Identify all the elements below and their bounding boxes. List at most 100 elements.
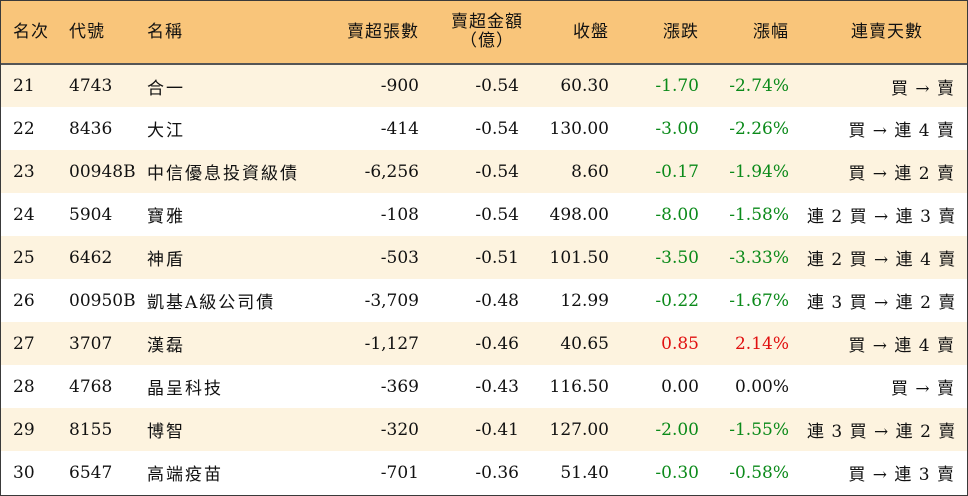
table-row[interactable]: 29 8155 博智 -320 -0.41 127.00 -2.00 -1.55% 連 3 買 … [1, 408, 967, 451]
cell-name: 神盾 [147, 250, 185, 270]
header-streak[interactable]: 連賣天數 [807, 1, 967, 65]
cell-code: 6547 [69, 462, 113, 483]
cell-rank: 24 [13, 204, 35, 225]
cell-close: 60.30 [560, 76, 609, 96]
cell-close: 101.50 [549, 247, 609, 268]
cell-pct: -2.26% [729, 118, 789, 139]
cell-sell-shares: -6,256 [364, 161, 419, 182]
cell-sell-shares: -3,709 [364, 290, 419, 311]
cell-name: 晶呈科技 [147, 379, 223, 399]
cell-name: 凱基A級公司債 [147, 293, 276, 313]
cell-code: 4768 [69, 376, 113, 397]
header-rank[interactable]: 名次 [1, 1, 61, 65]
table-row[interactable]: 23 00948B 中信優息投資級債 -6,256 -0.54 8.60 -0.17 -1.9… [1, 150, 967, 193]
cell-change: -3.50 [655, 247, 699, 268]
cell-code: 4743 [69, 76, 113, 96]
cell-streak: 買 → 連 4 賣 [848, 336, 955, 356]
cell-code: 5904 [69, 204, 113, 225]
cell-rank: 30 [13, 462, 35, 483]
cell-close: 12.99 [560, 290, 609, 311]
cell-change: -0.30 [655, 462, 699, 483]
cell-sell-shares: -503 [380, 247, 419, 268]
table-header: 名次 代號 名稱 賣超張數 賣超金額 （億） 收盤 漲跌 漲幅 連賣天數 [1, 1, 967, 65]
cell-sell-amount: -0.54 [475, 161, 519, 182]
cell-streak: 買 → 連 3 賣 [848, 465, 955, 485]
table-row[interactable]: 30 6547 高端疫苗 -701 -0.36 51.40 -0.30 -0.58% 買 → 連… [1, 451, 967, 494]
cell-name: 合一 [147, 78, 185, 99]
cell-rank: 25 [13, 247, 35, 268]
header-name[interactable]: 名稱 [147, 1, 329, 65]
header-sell-amount-title: 賣超金額 [451, 12, 523, 32]
cell-sell-amount: -0.54 [475, 204, 519, 225]
cell-close: 40.65 [560, 333, 609, 354]
table-row[interactable]: 21 4743 合一 -900 -0.54 60.30 -1.70 -2.74% 買 → 賣 [1, 64, 967, 107]
header-pct[interactable]: 漲幅 [717, 1, 807, 65]
cell-name: 高端疫苗 [147, 465, 223, 485]
cell-code: 6462 [69, 247, 113, 268]
cell-name: 中信優息投資級債 [147, 164, 299, 184]
cell-rank: 21 [13, 76, 35, 96]
cell-sell-shares: -369 [380, 376, 419, 397]
cell-change: -0.17 [655, 161, 699, 182]
table-row[interactable]: 22 8436 大江 -414 -0.54 130.00 -3.00 -2.26% 買 → 連 … [1, 107, 967, 150]
header-row: 名次 代號 名稱 賣超張數 賣超金額 （億） 收盤 漲跌 漲幅 連賣天數 [1, 1, 967, 65]
cell-change: -3.00 [655, 118, 699, 139]
cell-sell-shares: -108 [380, 204, 419, 225]
cell-close: 116.50 [549, 376, 609, 397]
cell-streak: 買 → 連 4 賣 [848, 121, 955, 141]
cell-pct: -1.58% [729, 204, 789, 225]
cell-sell-amount: -0.43 [475, 376, 519, 397]
table-row[interactable]: 28 4768 晶呈科技 -369 -0.43 116.50 0.00 0.00% 買 → 賣 [1, 365, 967, 408]
cell-sell-shares: -414 [380, 118, 419, 139]
cell-streak: 買 → 賣 [890, 78, 955, 99]
cell-streak: 連 3 買 → 連 2 賣 [807, 293, 957, 313]
cell-streak: 連 2 買 → 連 4 賣 [807, 250, 957, 270]
cell-sell-shares: -900 [380, 76, 419, 96]
table-row[interactable]: 25 6462 神盾 -503 -0.51 101.50 -3.50 -3.33% 連 2 買 … [1, 236, 967, 279]
cell-rank: 26 [13, 290, 35, 311]
table-row[interactable]: 27 3707 漢磊 -1,127 -0.46 40.65 0.85 2.14% 買 → 連 4… [1, 322, 967, 365]
cell-close: 127.00 [549, 419, 609, 440]
cell-close: 8.60 [571, 161, 609, 182]
cell-sell-amount: -0.36 [475, 462, 519, 483]
cell-code: 8436 [69, 118, 113, 139]
cell-close: 51.40 [560, 462, 609, 483]
cell-rank: 22 [13, 118, 35, 139]
header-sell-shares[interactable]: 賣超張數 [329, 1, 437, 65]
cell-pct: -0.58% [729, 462, 789, 483]
cell-rank: 27 [13, 333, 35, 354]
cell-pct: 0.00% [734, 376, 789, 397]
cell-sell-amount: -0.46 [475, 333, 519, 354]
cell-rank: 28 [13, 376, 35, 397]
cell-streak: 買 → 賣 [890, 379, 955, 399]
cell-code: 00948B [69, 161, 136, 182]
cell-sell-amount: -0.41 [475, 419, 519, 440]
table-row[interactable]: 24 5904 寶雅 -108 -0.54 498.00 -8.00 -1.58% 連 2 買 … [1, 193, 967, 236]
cell-name: 寶雅 [147, 207, 185, 227]
cell-pct: -1.94% [729, 161, 789, 182]
table-body: 21 4743 合一 -900 -0.54 60.30 -1.70 -2.74% 買 → 賣 2… [1, 64, 967, 494]
cell-streak: 連 2 買 → 連 3 賣 [807, 207, 957, 227]
cell-name: 博智 [147, 422, 185, 442]
header-close[interactable]: 收盤 [537, 1, 627, 65]
cell-pct: -3.33% [729, 247, 789, 268]
cell-rank: 23 [13, 161, 35, 182]
cell-code: 00950B [69, 290, 136, 311]
cell-streak: 連 3 買 → 連 2 賣 [807, 422, 957, 442]
cell-close: 130.00 [549, 118, 609, 139]
table-row[interactable]: 26 00950B 凱基A級公司債 -3,709 -0.48 12.99 -0.22 -1.6… [1, 279, 967, 322]
cell-code: 8155 [69, 419, 113, 440]
cell-pct: 2.14% [734, 333, 789, 354]
cell-close: 498.00 [549, 204, 609, 225]
cell-pct: -1.67% [729, 290, 789, 311]
cell-sell-amount: -0.51 [475, 247, 519, 268]
header-code[interactable]: 代號 [61, 1, 147, 65]
cell-pct: -1.55% [729, 419, 789, 440]
cell-name: 漢磊 [147, 336, 185, 356]
header-sell-amount-unit: （億） [460, 31, 514, 51]
cell-sell-shares: -320 [380, 419, 419, 440]
cell-sell-shares: -701 [380, 462, 419, 483]
header-change[interactable]: 漲跌 [627, 1, 717, 65]
header-sell-amount[interactable]: 賣超金額 （億） [437, 1, 537, 65]
